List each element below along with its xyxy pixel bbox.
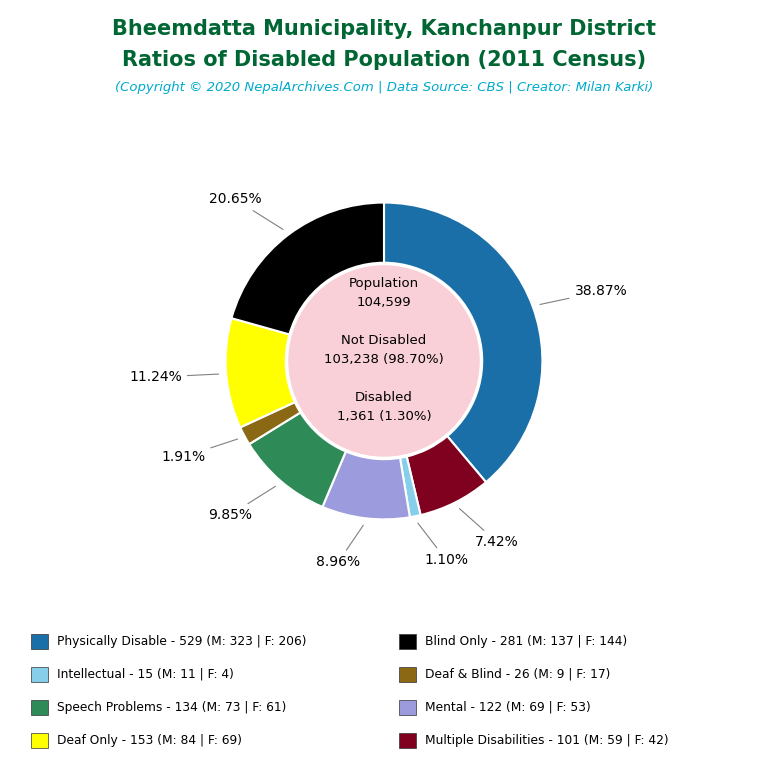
Text: 11.24%: 11.24%	[129, 370, 219, 384]
Text: 1.91%: 1.91%	[161, 439, 237, 464]
Wedge shape	[384, 203, 542, 482]
Text: 8.96%: 8.96%	[316, 525, 363, 569]
Wedge shape	[407, 436, 486, 515]
Text: Deaf & Blind - 26 (M: 9 | F: 17): Deaf & Blind - 26 (M: 9 | F: 17)	[425, 668, 611, 680]
Text: 20.65%: 20.65%	[209, 193, 283, 230]
Wedge shape	[226, 318, 295, 428]
Text: 38.87%: 38.87%	[540, 284, 627, 304]
Text: Mental - 122 (M: 69 | F: 53): Mental - 122 (M: 69 | F: 53)	[425, 701, 591, 713]
Wedge shape	[400, 456, 421, 517]
Text: (Copyright © 2020 NepalArchives.Com | Data Source: CBS | Creator: Milan Karki): (Copyright © 2020 NepalArchives.Com | Da…	[115, 81, 653, 94]
Text: Speech Problems - 134 (M: 73 | F: 61): Speech Problems - 134 (M: 73 | F: 61)	[57, 701, 286, 713]
Wedge shape	[240, 402, 300, 444]
Text: Bheemdatta Municipality, Kanchanpur District: Bheemdatta Municipality, Kanchanpur Dist…	[112, 19, 656, 39]
Wedge shape	[231, 203, 384, 334]
Text: 7.42%: 7.42%	[459, 508, 519, 549]
Text: Ratios of Disabled Population (2011 Census): Ratios of Disabled Population (2011 Cens…	[122, 50, 646, 70]
Text: Multiple Disabilities - 101 (M: 59 | F: 42): Multiple Disabilities - 101 (M: 59 | F: …	[425, 734, 669, 746]
Text: Physically Disable - 529 (M: 323 | F: 206): Physically Disable - 529 (M: 323 | F: 20…	[57, 635, 306, 647]
Text: Population
104,599

Not Disabled
103,238 (98.70%)

Disabled
1,361 (1.30%): Population 104,599 Not Disabled 103,238 …	[324, 277, 444, 423]
Text: 1.10%: 1.10%	[418, 523, 468, 567]
Text: Blind Only - 281 (M: 137 | F: 144): Blind Only - 281 (M: 137 | F: 144)	[425, 635, 627, 647]
Circle shape	[289, 266, 479, 456]
Text: Deaf Only - 153 (M: 84 | F: 69): Deaf Only - 153 (M: 84 | F: 69)	[57, 734, 242, 746]
Text: 9.85%: 9.85%	[208, 486, 276, 522]
Wedge shape	[323, 452, 410, 519]
Text: Intellectual - 15 (M: 11 | F: 4): Intellectual - 15 (M: 11 | F: 4)	[57, 668, 233, 680]
Wedge shape	[249, 412, 346, 507]
